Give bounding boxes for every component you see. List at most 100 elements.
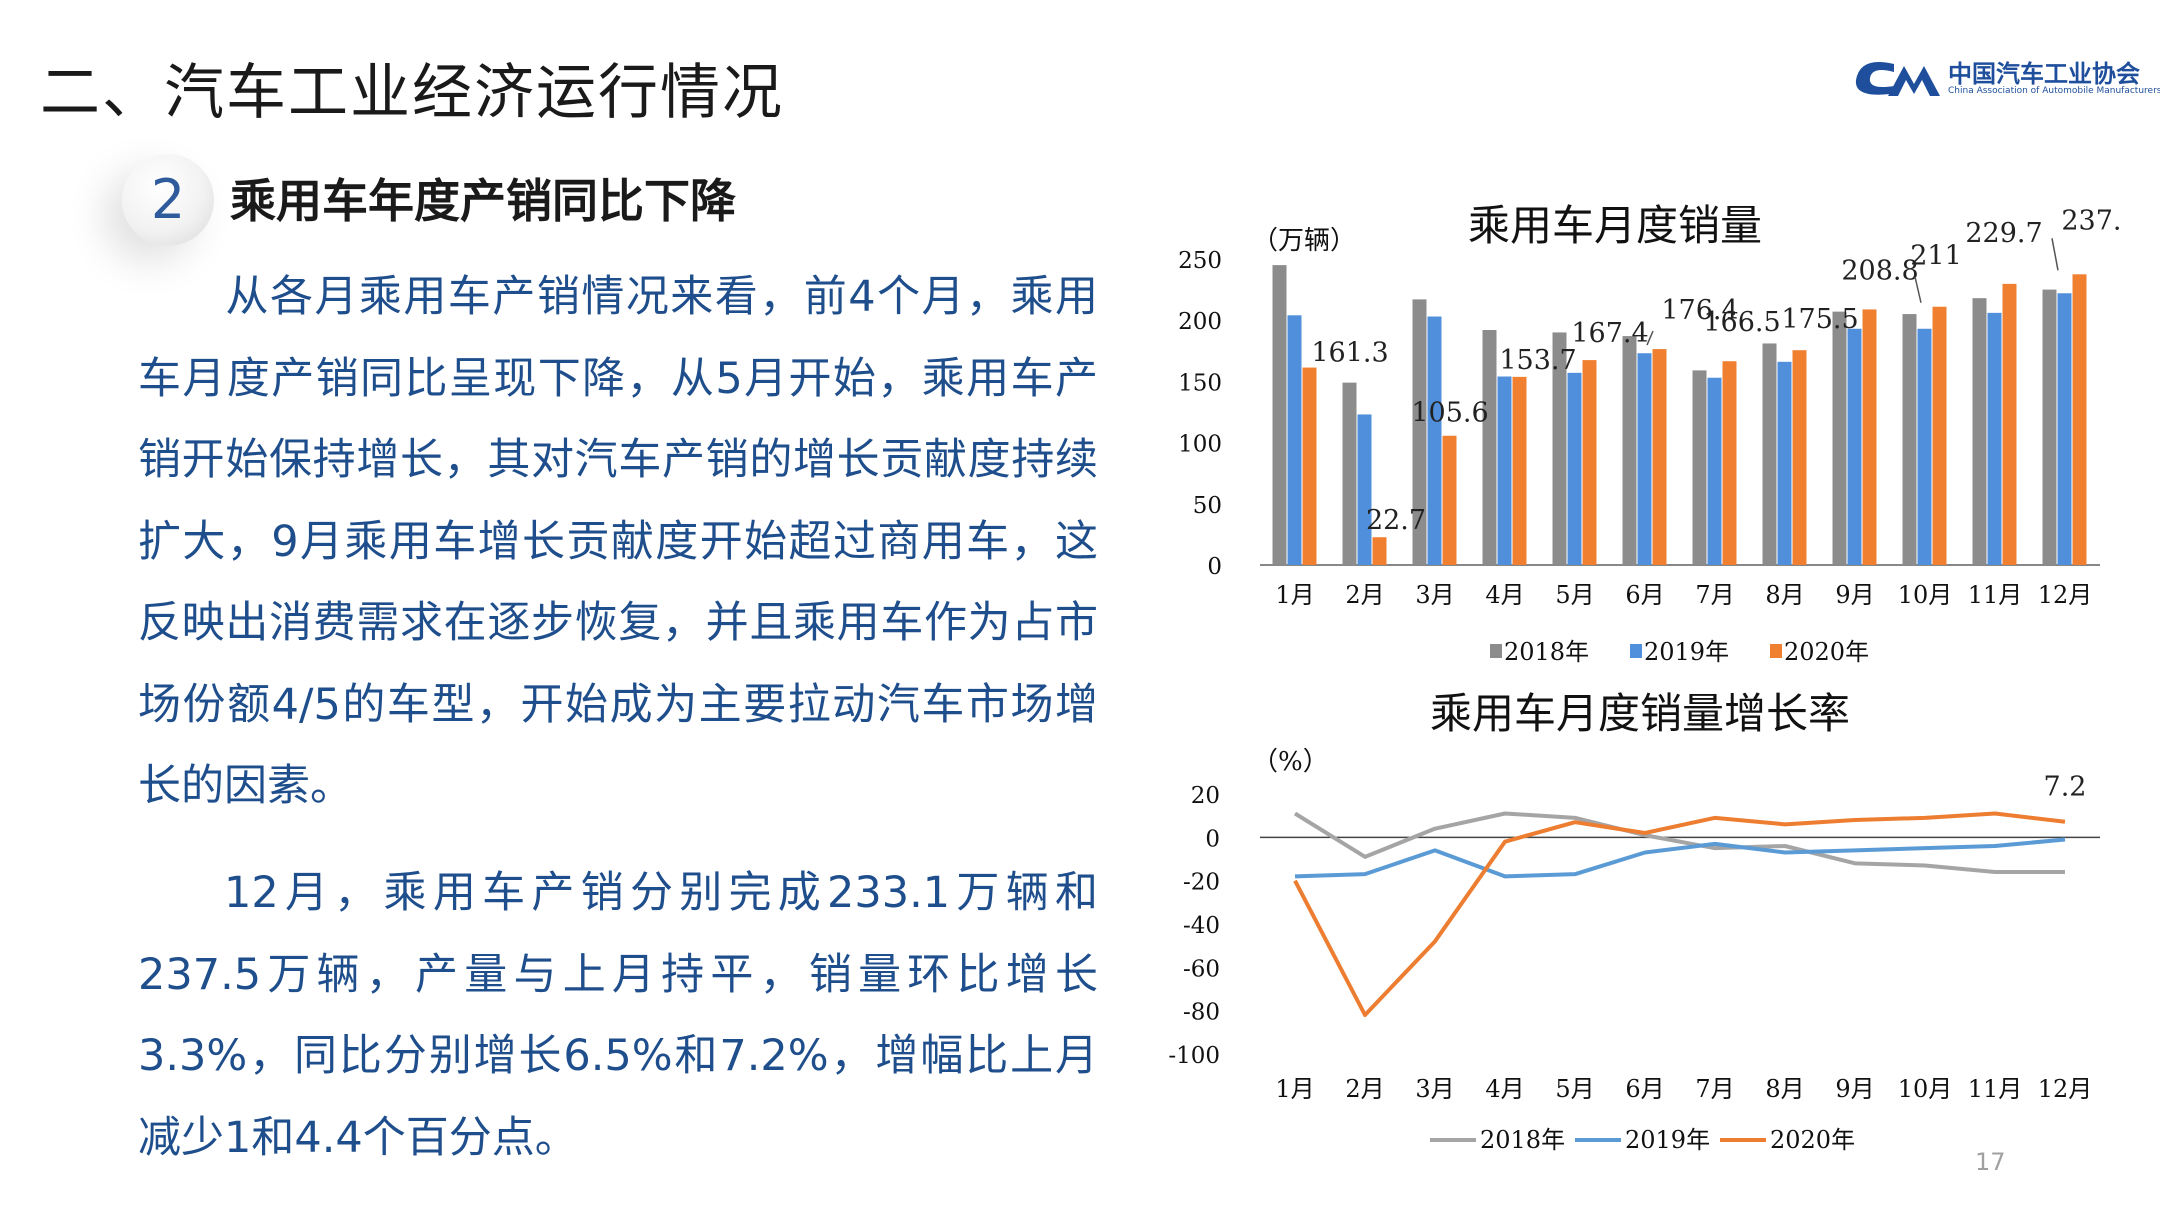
monthly-growth-line-chart: 乘用车月度销量增长率 （%） 20 0 -20 -40 -60 -80 -100 1月 2月 3月 4月… <box>1168 690 2100 1154</box>
bar-y-tick-label: 150 <box>1178 370 1222 396</box>
bar-2018年-4月 <box>1482 329 1497 565</box>
logo: 中国汽车工业协会 China Association of Automobile… <box>1850 52 2160 112</box>
line-x-tick-label: 11月 <box>1968 1075 2023 1103</box>
line-x-tick-label: 3月 <box>1415 1075 1454 1103</box>
bar-data-label: 211 <box>1910 241 1962 272</box>
bar-legend-swatch <box>1490 644 1502 658</box>
bar-x-tick-label: 4月 <box>1485 581 1524 609</box>
line-x-tick-label: 10月 <box>1898 1075 1953 1103</box>
bar-2019年-4月 <box>1497 376 1512 565</box>
line-series-2020年 <box>1293 811 2066 1017</box>
line-x-tick-label: 1月 <box>1275 1075 1314 1103</box>
bar-data-label: 167.4 <box>1571 318 1648 349</box>
bar-2019年-11月 <box>1987 312 2002 565</box>
bar-y-tick-label: 0 <box>1207 554 1222 580</box>
bar-chart-title: 乘用车月度销量 <box>1468 201 1762 250</box>
bar-2020年-10月 <box>1932 306 1947 565</box>
bar-x-tick-label: 6月 <box>1625 581 1664 609</box>
bar-data-label: 166.5 <box>1703 307 1780 338</box>
bar-data-label: 161.3 <box>1311 338 1388 369</box>
line-x-tick-label: 2月 <box>1345 1075 1384 1103</box>
body-paragraph-2: 12月，乘用车产销分别完成233.1万辆和237.5万辆，产量与上月持平，销量环… <box>138 853 1098 1179</box>
monthly-sales-bar-chart: 乘用车月度销量 （万辆） 0 50 100 150 200 250 1月 2月 3月 4月 5月 6月 7月… <box>1178 201 2120 666</box>
bar-label-leader-line <box>1646 330 1654 346</box>
line-legend-label: 2019年 <box>1625 1126 1710 1154</box>
bar-2020年-3月 <box>1442 435 1457 565</box>
paragraph-1-text: 从各月乘用车产销情况来看，前4个月，乘用车月度产销同比呈现下降，从5月开始，乘用… <box>138 272 1098 811</box>
line-data-label: 7.2 <box>2044 772 2087 803</box>
bar-2018年-8月 <box>1762 343 1777 565</box>
page-title: 二、汽车工业经济运行情况 <box>40 58 784 128</box>
line-x-tick-label: 6月 <box>1625 1075 1664 1103</box>
bar-2018年-7月 <box>1692 370 1707 565</box>
bar-2019年-5月 <box>1567 372 1582 565</box>
bar-2019年-7月 <box>1707 377 1722 565</box>
bar-2020年-9月 <box>1862 309 1877 565</box>
bar-2018年-12月 <box>2042 289 2057 565</box>
section-number-badge: 2 <box>122 154 214 246</box>
bar-y-tick-label: 250 <box>1178 248 1222 274</box>
bar-label-leader-line <box>1914 276 1922 303</box>
bar-2018年-11月 <box>1972 298 1987 565</box>
line-x-tick-label: 12月 <box>2038 1075 2093 1103</box>
page-number: 17 <box>1975 1148 2006 1176</box>
bar-y-tick-label: 50 <box>1193 493 1222 519</box>
bar-2020年-8月 <box>1792 350 1807 565</box>
line-legend-label: 2020年 <box>1770 1126 1855 1154</box>
bar-x-tick-label: 7月 <box>1695 581 1734 609</box>
bar-x-tick-label: 3月 <box>1415 581 1454 609</box>
line-legend-label: 2018年 <box>1480 1126 1565 1154</box>
bar-chart-ylabel: （万辆） <box>1252 226 1356 256</box>
line-y-tick-label: 20 <box>1191 783 1220 809</box>
bar-data-label: 105.6 <box>1411 398 1488 429</box>
bar-2019年-2月 <box>1357 414 1372 565</box>
section-title: 乘用车年度产销同比下降 <box>230 174 736 228</box>
bar-x-tick-label: 10月 <box>1898 581 1953 609</box>
bar-2020年-5月 <box>1582 360 1597 565</box>
bar-data-label: 208.8 <box>1841 255 1918 286</box>
bar-x-tick-label: 12月 <box>2038 581 2093 609</box>
bar-x-tick-label: 5月 <box>1555 581 1594 609</box>
bar-2019年-8月 <box>1777 361 1792 565</box>
bar-2020年-6月 <box>1652 349 1667 565</box>
bar-2018年-9月 <box>1832 311 1847 565</box>
paragraph-2-text: 12月，乘用车产销分别完成233.1万辆和237.5万辆，产量与上月持平，销量环… <box>138 868 1098 1163</box>
bar-label-leader-line <box>2051 238 2059 271</box>
bar-x-tick-label: 11月 <box>1968 581 2023 609</box>
line-y-tick-label: -100 <box>1168 1043 1220 1069</box>
bar-data-label: 153.7 <box>1499 345 1576 376</box>
bar-y-tick-label: 100 <box>1178 432 1222 458</box>
bar-2018年-10月 <box>1902 314 1917 565</box>
line-series-2018年 <box>1293 811 2065 874</box>
bar-2020年-7月 <box>1722 361 1737 565</box>
section-number: 2 <box>150 168 186 231</box>
bar-2020年-12月 <box>2072 274 2087 565</box>
bar-data-label: 176.4 <box>1661 295 1738 326</box>
bar-data-label: 22.7 <box>1366 505 1426 536</box>
bar-x-tick-label: 8月 <box>1765 581 1804 609</box>
bar-2018年-3月 <box>1412 299 1427 565</box>
line-y-tick-label: -40 <box>1183 913 1220 939</box>
line-y-tick-label: 0 <box>1205 826 1220 852</box>
bar-legend-label: 2019年 <box>1644 638 1729 666</box>
bar-2020年-2月 <box>1372 537 1387 565</box>
bar-x-tick-label: 1月 <box>1275 581 1314 609</box>
line-y-tick-label: -20 <box>1183 870 1220 896</box>
line-x-tick-label: 5月 <box>1555 1075 1594 1103</box>
bar-legend-label: 2018年 <box>1504 638 1589 666</box>
bar-2018年-5月 <box>1552 332 1567 565</box>
line-series-2019年 <box>1294 837 2066 879</box>
line-y-tick-label: -60 <box>1183 956 1220 982</box>
bar-2018年-6月 <box>1622 336 1637 565</box>
bar-2019年-3月 <box>1427 316 1442 565</box>
bar-2020年-11月 <box>2002 283 2017 565</box>
bar-x-tick-label: 9月 <box>1835 581 1874 609</box>
caam-logo-icon <box>1855 62 1940 96</box>
line-chart-ylabel: （%） <box>1252 747 1329 777</box>
logo-text-en: China Association of Automobile Manufact… <box>1948 86 2160 96</box>
bar-legend-label: 2020年 <box>1784 638 1869 666</box>
bar-data-label: 237.5 <box>2061 205 2120 236</box>
bar-2019年-1月 <box>1287 315 1302 565</box>
line-chart-title: 乘用车月度销量增长率 <box>1430 690 1850 738</box>
bar-data-label: 175.5 <box>1781 304 1858 335</box>
